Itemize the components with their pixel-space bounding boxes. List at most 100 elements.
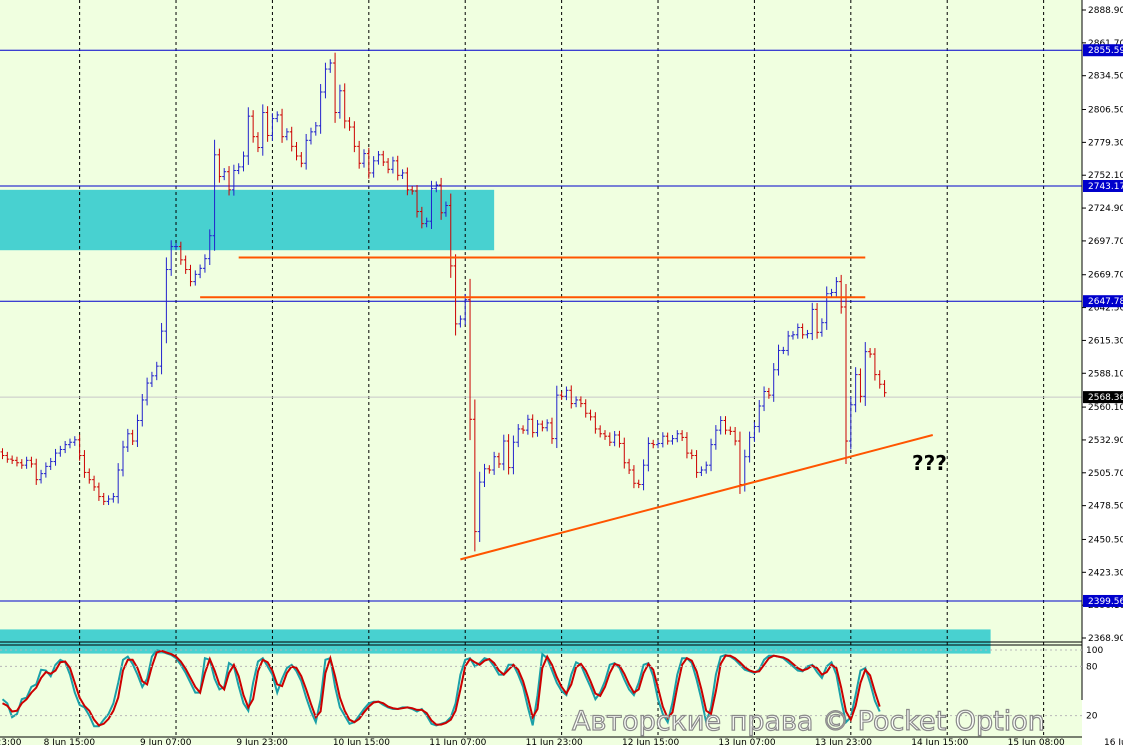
candle — [853, 367, 858, 413]
tick-label: 2615.30 — [1088, 336, 1123, 346]
candle — [390, 156, 395, 174]
stochastic-oscillator — [1, 648, 881, 728]
candle — [574, 396, 579, 408]
candle — [362, 149, 366, 168]
candle — [757, 400, 762, 433]
candle — [231, 164, 236, 196]
candle — [121, 440, 125, 477]
level-label-bg — [1083, 295, 1123, 308]
candle — [627, 458, 632, 474]
candle — [77, 434, 82, 461]
candle — [67, 438, 72, 449]
candle — [733, 427, 738, 446]
candle — [323, 62, 328, 99]
candle — [699, 466, 704, 477]
tick-label: 2724.90 — [1088, 204, 1123, 214]
candle — [617, 430, 622, 448]
time-label: 14 Jun 15:00 — [911, 738, 968, 745]
candle — [815, 303, 820, 339]
current-price-label: 2568.36 — [1088, 393, 1123, 403]
candle — [72, 436, 77, 446]
tick-label: 2560.10 — [1088, 403, 1123, 413]
candle — [299, 152, 304, 168]
candle — [169, 240, 174, 276]
candle — [453, 254, 458, 336]
candle — [771, 363, 776, 402]
candle — [704, 461, 709, 474]
tick-label: 2588.10 — [1088, 369, 1123, 379]
candle — [10, 455, 15, 464]
tick-label: 2669.70 — [1088, 271, 1123, 281]
candle — [684, 432, 689, 459]
tick-label: 2532.90 — [1088, 436, 1123, 446]
candle — [125, 428, 130, 452]
candle — [140, 393, 145, 427]
candle — [154, 361, 159, 381]
osc-level-label: 80 — [1086, 662, 1098, 672]
candle — [188, 264, 193, 287]
candle — [294, 142, 299, 161]
candle — [92, 475, 97, 491]
candle — [516, 424, 521, 448]
candle — [540, 420, 545, 432]
candle — [58, 445, 63, 457]
tick-label: 2450.50 — [1088, 535, 1123, 545]
candle — [848, 396, 853, 450]
candle — [800, 323, 805, 339]
candle — [337, 84, 342, 119]
candle — [607, 432, 612, 447]
tick-label: 2834.50 — [1088, 72, 1123, 82]
candle — [284, 128, 289, 141]
candle — [468, 278, 473, 441]
candle — [458, 315, 463, 328]
candle — [101, 492, 106, 506]
candle — [598, 425, 603, 438]
candle — [424, 217, 429, 228]
candle — [728, 426, 733, 435]
tick-label: 2368.90 — [1088, 634, 1123, 644]
tick-label: 2642.50 — [1088, 304, 1123, 314]
candle — [24, 456, 29, 469]
candle — [636, 479, 641, 489]
tick-label: 2423.30 — [1088, 568, 1123, 578]
candle — [554, 385, 559, 449]
candle — [872, 348, 877, 381]
candle — [405, 167, 410, 196]
candle — [270, 113, 275, 141]
candle — [545, 419, 550, 432]
candle — [183, 255, 188, 274]
candle — [656, 439, 661, 449]
candle — [207, 229, 212, 266]
tick-label: 2697.70 — [1088, 237, 1123, 247]
trend-line — [460, 434, 934, 561]
candle — [762, 386, 767, 412]
candle — [164, 257, 169, 344]
candle — [651, 439, 656, 449]
candle — [116, 463, 121, 504]
candle — [87, 468, 92, 484]
candle — [713, 425, 718, 450]
candle — [564, 386, 569, 401]
level-label: 2399.56 — [1088, 597, 1123, 607]
candle — [159, 322, 164, 375]
candle — [776, 344, 781, 376]
candle — [135, 414, 140, 448]
candle — [333, 52, 338, 123]
candle — [877, 370, 882, 389]
candle — [588, 409, 593, 421]
candle — [415, 185, 420, 218]
candle — [482, 463, 487, 487]
watermark: Авторские права © Pocket Option — [572, 706, 1045, 737]
candle — [400, 169, 405, 179]
candle — [19, 459, 24, 469]
tick-label: 2478.50 — [1088, 502, 1123, 512]
candle — [39, 469, 44, 484]
candle — [660, 432, 665, 448]
candle — [530, 414, 535, 438]
candle — [795, 323, 800, 339]
tick-label: 2806.50 — [1088, 106, 1123, 116]
candle — [347, 117, 352, 131]
candle — [868, 348, 873, 358]
candle — [824, 286, 829, 330]
